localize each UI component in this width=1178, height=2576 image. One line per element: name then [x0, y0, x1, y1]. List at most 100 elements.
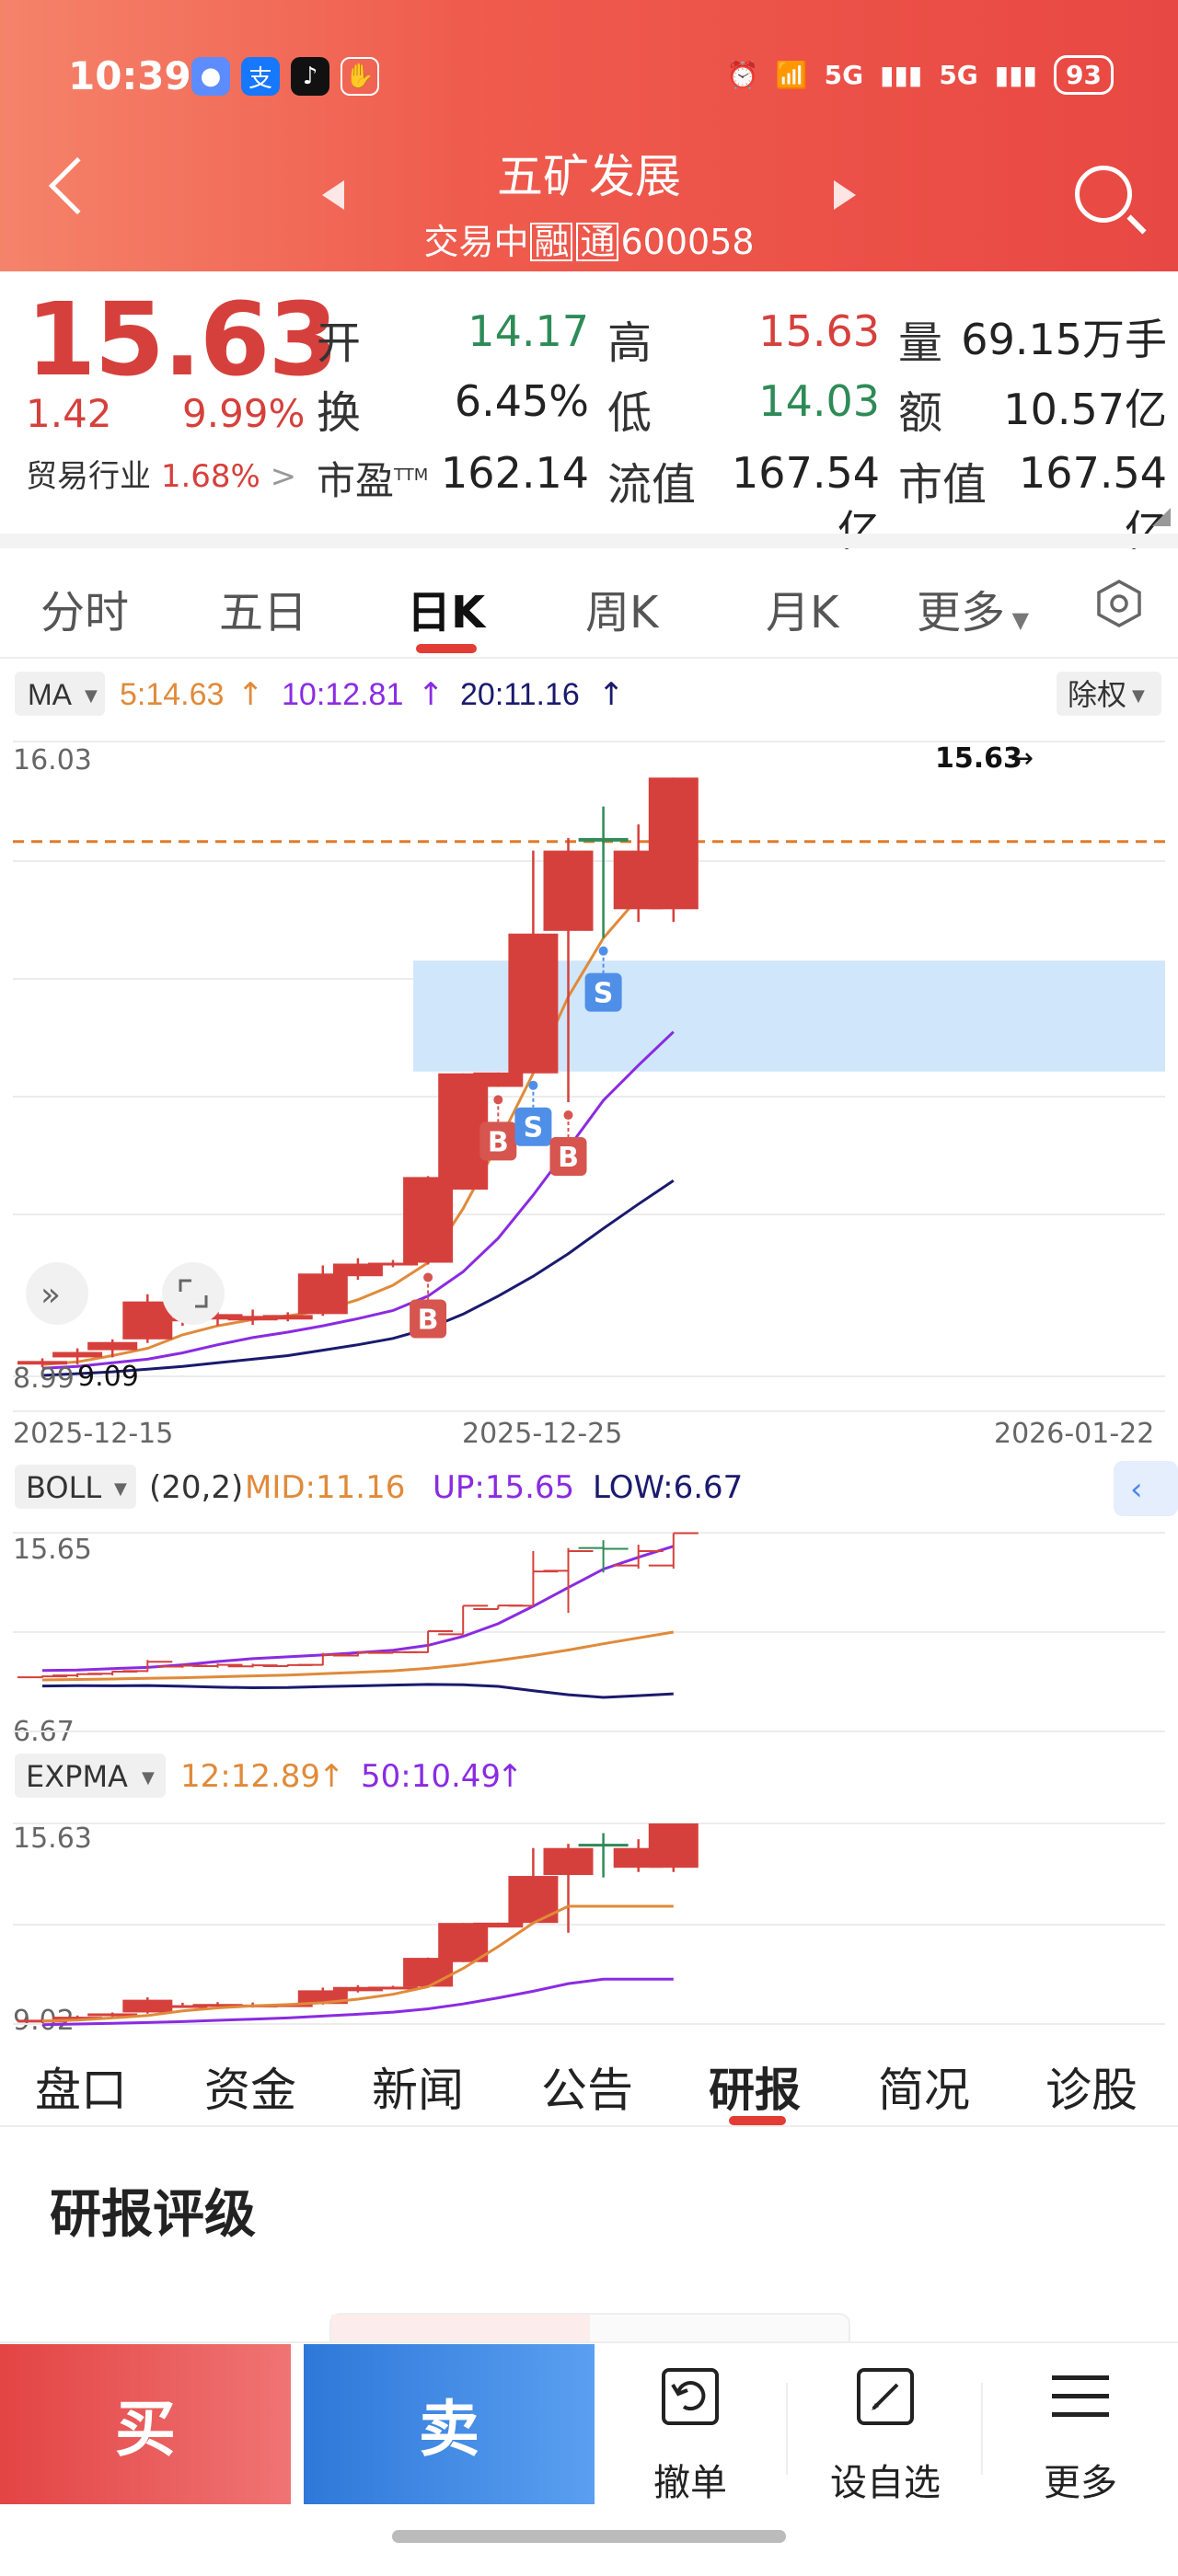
- tab-weekly-k[interactable]: 周K: [585, 587, 659, 638]
- open-value: 14.17: [468, 306, 589, 356]
- adjust-selector[interactable]: 除权: [1068, 677, 1126, 712]
- tab-daily-k[interactable]: 日K: [407, 587, 486, 638]
- tab-research[interactable]: 研报: [709, 2064, 801, 2117]
- boll-selector-bg[interactable]: [15, 1465, 136, 1509]
- message-icon: ●: [191, 57, 230, 96]
- home-indicator: [392, 2530, 786, 2543]
- candle-body-10: [368, 1262, 418, 1266]
- tab-five-day[interactable]: 五日: [219, 587, 308, 638]
- expma-candle-body-18: [648, 1823, 699, 1869]
- caret-down-icon: ▼: [1005, 607, 1030, 633]
- expma50-value: 50:10.49: [361, 1758, 501, 1795]
- period-tabs: 分时 五日 日K 周K 月K 更多 ▼: [0, 548, 1178, 659]
- boll-selector[interactable]: BOLL: [26, 1470, 101, 1505]
- next-stock-icon[interactable]: [834, 180, 856, 210]
- section-divider: [0, 534, 1178, 548]
- stock-code: 600058: [620, 222, 755, 262]
- collapse-button-bg[interactable]: [26, 1262, 88, 1325]
- ma20-value: 20:11.16: [460, 677, 580, 712]
- sell-button[interactable]: 卖: [304, 2344, 595, 2504]
- adjust-caret-icon: ▼: [1132, 686, 1145, 706]
- expma-candle-body-0: [17, 2019, 67, 2023]
- undo-icon: [662, 2368, 719, 2425]
- fullscreen-button-bg[interactable]: [162, 1262, 225, 1325]
- status-app-icons: ● 支 ♪ ✋: [191, 57, 379, 96]
- y-axis-bottom: 8.99: [13, 1363, 75, 1395]
- candle-body-1: [52, 1351, 103, 1358]
- double-chevron-icon: »: [40, 1276, 61, 1314]
- expma-selector-bg[interactable]: [15, 1754, 166, 1798]
- collapse-button[interactable]: »: [26, 1262, 88, 1325]
- high-value: 15.63: [758, 306, 880, 356]
- expma-candle-body-11: [403, 1958, 454, 1987]
- kline-chart[interactable]: MA ▼ 5:14.63 ↑ 10:12.81 ↑ 20:11.16 ↑ 除权 …: [0, 659, 1178, 2035]
- add-watchlist-button[interactable]: 设自选: [793, 2364, 977, 2506]
- tab-announcements[interactable]: 公告: [541, 2064, 633, 2117]
- expma-candle-body-4: [157, 2005, 208, 2008]
- volume-value: 69.15万手: [961, 315, 1167, 364]
- ma-header: MA ▼ 5:14.63 ↑ 10:12.81 ↑ 20:11.16 ↑ 除权 …: [15, 672, 1161, 716]
- header: 10:39 ● 支 ♪ ✋ ⏰ 📶 5G ▮▮▮ 5G ▮▮▮ 93 五矿发展 …: [0, 0, 1178, 271]
- hand-icon: ✋: [341, 57, 379, 96]
- arrow-right-icon: →: [1011, 742, 1034, 775]
- tab-monthly-k[interactable]: 月K: [766, 587, 839, 638]
- fullscreen-button[interactable]: [162, 1262, 225, 1325]
- open-label: 开: [317, 317, 362, 369]
- info-tabs: 盘口 资金 新闻 公告 研报 简况 诊股: [0, 2035, 1178, 2127]
- tab-order-book[interactable]: 盘口: [35, 2064, 127, 2117]
- quote-panel: 15.63 1.42 9.99% 贸易行业 1.68% > 开 14.17 高 …: [0, 271, 1178, 556]
- tab-profile[interactable]: 简况: [878, 2064, 970, 2117]
- section-title: 研报评级: [50, 2185, 256, 2245]
- search-icon[interactable]: [1075, 166, 1132, 223]
- marker-label-3: B: [558, 1142, 579, 1174]
- tab-more[interactable]: 更多 ▼: [917, 576, 1029, 640]
- ma-selector-bg[interactable]: [15, 672, 105, 716]
- boll-up: UP:15.65: [433, 1469, 574, 1506]
- wifi-icon: 📶: [775, 60, 808, 90]
- expma-candle-body-9: [332, 1986, 383, 1992]
- candle-body-11: [403, 1177, 454, 1263]
- settings-hex-icon[interactable]: [1093, 578, 1145, 629]
- expma-candle-body-16: [578, 1844, 629, 1847]
- more-label: 更多: [1044, 2462, 1117, 2504]
- status-time: 10:39: [68, 53, 191, 98]
- ma-selector[interactable]: MA: [28, 678, 73, 711]
- expma-panel: [13, 1823, 1165, 2027]
- menu-icon: [1052, 2375, 1109, 2417]
- cancel-order-label: 撤单: [653, 2462, 727, 2504]
- tab-diagnosis[interactable]: 诊股: [1045, 2064, 1138, 2117]
- boll-params: (20,2): [149, 1469, 243, 1506]
- tab-news[interactable]: 新闻: [372, 2064, 464, 2117]
- boll-caret-icon: ▼: [114, 1479, 127, 1499]
- industry-pct: 1.68%: [160, 458, 260, 495]
- expand-corner-icon[interactable]: [1152, 508, 1171, 526]
- ma-lines: [41, 867, 675, 1377]
- tab-fund-flow[interactable]: 资金: [204, 2064, 296, 2117]
- marker-badge-2: [514, 1107, 552, 1146]
- marker-label-2: S: [524, 1112, 544, 1144]
- tab-intraday[interactable]: 分时: [40, 587, 130, 638]
- market-cap-label: 市值: [898, 459, 987, 511]
- expma-selector[interactable]: EXPMA: [26, 1759, 128, 1794]
- side-panel-tab[interactable]: [1114, 1461, 1178, 1516]
- marker-dot-2: [528, 1080, 538, 1090]
- candle-body-13: [473, 1072, 524, 1087]
- expma12-up-icon: ↑: [318, 1758, 345, 1795]
- buy-button[interactable]: 买: [0, 2344, 291, 2504]
- price-change-pct: 9.99%: [182, 391, 306, 436]
- candle-body-5: [192, 1314, 243, 1320]
- prev-stock-icon[interactable]: [322, 180, 344, 210]
- candle-body-7: [262, 1315, 313, 1320]
- candle-body-9: [332, 1263, 383, 1277]
- industry-link[interactable]: 贸易行业 1.68% >: [26, 451, 296, 496]
- adjust-selector-bg[interactable]: [1057, 672, 1161, 716]
- stock-subtitle: 交易中融通 600058: [0, 213, 1178, 264]
- trading-status: 交易中: [423, 222, 529, 262]
- more-button[interactable]: 更多: [988, 2364, 1172, 2506]
- expma-candle-body-12: [438, 1923, 489, 1962]
- cancel-order-button[interactable]: 撤单: [598, 2364, 782, 2506]
- high-point-label: 15.63: [935, 742, 1022, 775]
- ma5-line: [41, 867, 675, 1366]
- candle-body-15: [543, 850, 594, 931]
- expma-candle-body-13: [473, 1922, 524, 1928]
